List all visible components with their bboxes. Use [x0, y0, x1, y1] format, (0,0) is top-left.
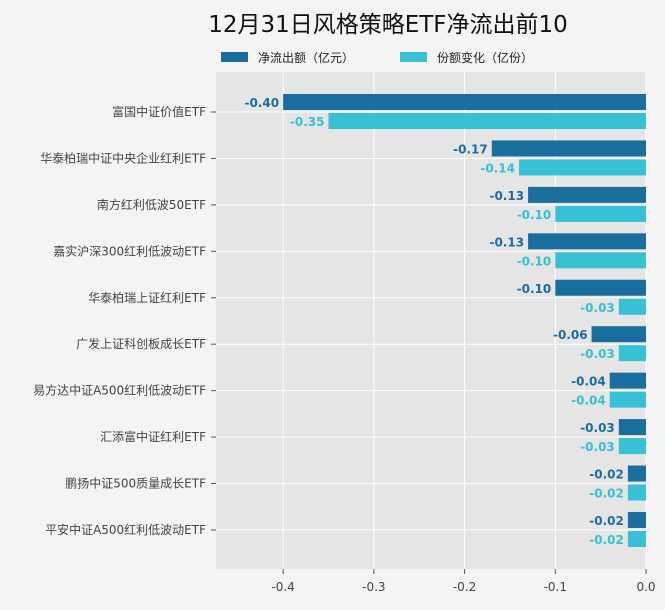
data-label: -0.03	[580, 301, 615, 315]
data-label: -0.40	[245, 96, 280, 110]
bar-share-change	[328, 113, 646, 129]
legend-label-share-change: 份额变化（亿份）	[437, 50, 533, 65]
bar-share-change	[609, 391, 646, 408]
bar-net-outflow	[528, 186, 646, 203]
x-tick-label: -0.3	[362, 580, 385, 594]
bar-share-change	[555, 252, 646, 269]
bar-share-change	[555, 205, 646, 222]
data-label: -0.02	[589, 514, 624, 528]
bar-net-outflow	[609, 372, 646, 389]
data-label: -0.17	[453, 142, 488, 156]
category-label: 平安中证A500红利低波动ETF	[45, 522, 206, 537]
data-label: -0.03	[580, 421, 615, 435]
x-tick-label: -0.4	[271, 580, 294, 594]
data-label: -0.10	[517, 282, 552, 296]
data-label: -0.13	[489, 189, 524, 203]
x-tick-label: -0.1	[544, 580, 567, 594]
legend-label-net-outflow: 净流出额（亿元）	[258, 50, 354, 65]
bar-net-outflow	[591, 326, 646, 343]
x-tick-label: 0.0	[636, 580, 655, 594]
category-label: 广发上证科创板成长ETF	[76, 336, 206, 351]
data-label: -0.10	[517, 208, 552, 222]
category-label: 易方达中证A500红利低波动ETF	[33, 383, 206, 398]
data-label: -0.03	[580, 347, 615, 361]
category-label: 鹏扬中证500质量成长ETF	[65, 476, 206, 491]
category-label: 华泰柏瑞上证红利ETF	[88, 290, 206, 305]
x-tick-label: -0.2	[453, 580, 476, 594]
bar-net-outflow	[491, 140, 646, 157]
bar-net-outflow	[627, 465, 646, 482]
bar-share-change	[627, 530, 646, 547]
data-label: -0.06	[553, 328, 588, 342]
bar-share-change	[627, 484, 646, 501]
data-label: -0.04	[571, 375, 606, 389]
bar-net-outflow	[555, 279, 646, 296]
legend-swatch-net-outflow	[221, 52, 248, 62]
data-label: -0.02	[589, 468, 624, 482]
data-label: -0.02	[589, 487, 624, 501]
bar-share-change	[518, 159, 646, 176]
bar-share-change	[618, 438, 646, 455]
data-label: -0.03	[580, 440, 615, 454]
category-label: 汇添富中证红利ETF	[100, 429, 206, 444]
bar-share-change	[618, 345, 646, 362]
data-label: -0.14	[480, 161, 515, 175]
data-label: -0.02	[589, 533, 624, 547]
bar-share-change	[618, 298, 646, 315]
chart-title: 12月31日风格策略ETF净流出前10	[208, 12, 568, 38]
legend: 净流出额（亿元） 份额变化（亿份）	[221, 50, 533, 65]
bar-net-outflow	[283, 94, 646, 110]
category-label: 富国中证价值ETF	[112, 104, 206, 119]
category-label: 嘉实沪深300红利低波动ETF	[53, 243, 206, 258]
category-label: 南方红利低波50ETF	[97, 197, 206, 212]
data-label: -0.04	[571, 394, 606, 408]
data-label: -0.13	[489, 235, 524, 249]
bar-net-outflow	[627, 511, 646, 528]
category-label: 华泰柏瑞中证中央企业红利ETF	[40, 150, 206, 165]
data-label: -0.35	[290, 115, 325, 129]
bar-net-outflow	[528, 233, 646, 250]
data-label: -0.10	[517, 254, 552, 268]
bar-net-outflow	[618, 419, 646, 436]
legend-swatch-share-change	[400, 52, 427, 62]
